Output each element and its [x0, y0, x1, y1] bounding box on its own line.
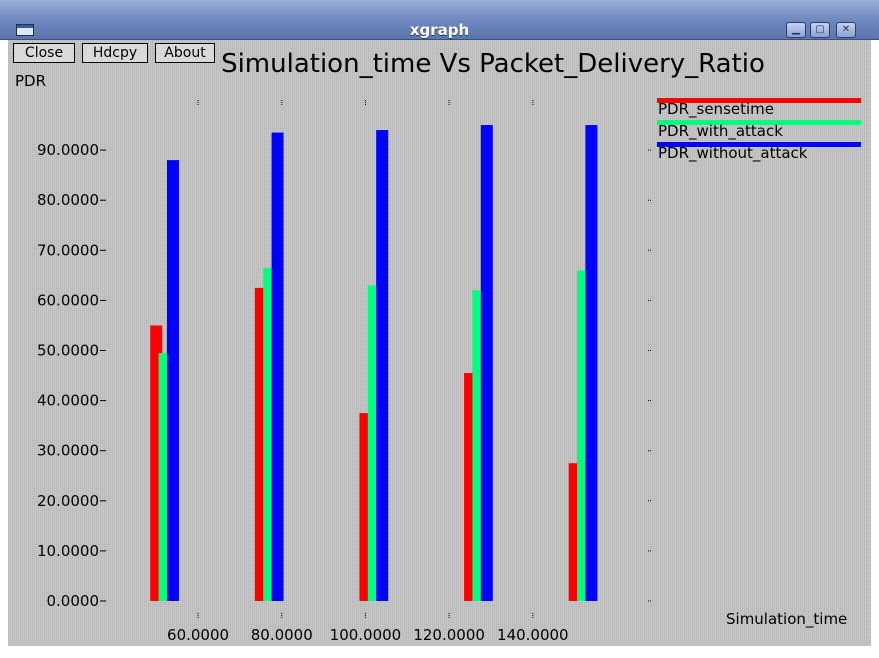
minimize-icon[interactable]: ▁ [786, 22, 806, 38]
bar-pdr-without-attack [376, 130, 389, 601]
window-titlebar[interactable]: xgraph ▁ ▢ ✕ [0, 0, 879, 40]
y-tick-label: 20.0000 [37, 492, 99, 510]
close-window-icon[interactable]: ✕ [836, 22, 856, 38]
legend-label: PDR_without_attack [658, 144, 808, 163]
hdcpy-button[interactable]: Hdcpy [82, 43, 148, 63]
y-tick-label: 60.0000 [37, 291, 99, 309]
y-tick-label: 50.0000 [37, 342, 99, 360]
y-axis-label: PDR [15, 72, 46, 90]
y-tick-label: 90.0000 [37, 141, 99, 159]
legend-label: PDR_sensetime [658, 100, 774, 119]
legend-swatch [657, 142, 861, 147]
legend-swatch [657, 120, 861, 125]
x-tick-label: 80.0000 [251, 626, 313, 644]
bar-pdr-without-attack [271, 132, 284, 601]
legend: PDR_sensetime PDR_with_attack PDR_without_… [657, 98, 861, 163]
y-axis-ticks: 0.0000 10.0000 20.0000 30.0000 40.0000 50.000… [37, 141, 652, 610]
legend-swatch [657, 98, 861, 103]
bar-pdr-without-attack [166, 160, 179, 601]
y-tick-label: 10.0000 [37, 542, 99, 560]
bar-pdr-without-attack [585, 125, 598, 602]
x-axis-ticks: 60.0000 80.0000 100.0000 120.0000 140.0000 [167, 100, 569, 644]
window-menu-icon[interactable] [16, 24, 34, 36]
close-button[interactable]: Close [13, 43, 75, 63]
y-tick-label: 30.0000 [37, 442, 99, 460]
y-tick-label: 0.0000 [47, 592, 100, 610]
x-tick-label: 100.0000 [330, 626, 402, 644]
bar-pdr-sensetime [254, 287, 267, 601]
bar-series [150, 125, 598, 602]
y-tick-label: 70.0000 [37, 241, 99, 259]
chart-title: Simulation_time Vs Packet_Delivery_Ratio [221, 49, 765, 79]
window-title: xgraph [409, 21, 470, 39]
y-tick-label: 40.0000 [37, 392, 99, 410]
x-tick-label: 60.0000 [167, 626, 229, 644]
x-tick-label: 120.0000 [413, 626, 485, 644]
about-button[interactable]: About [155, 43, 215, 63]
legend-label: PDR_with_attack [658, 122, 783, 141]
bar-pdr-without-attack [480, 125, 493, 602]
maximize-icon[interactable]: ▢ [810, 22, 830, 38]
y-tick-label: 80.0000 [37, 191, 99, 209]
x-axis-label: Simulation_time [726, 610, 847, 629]
x-tick-label: 140.0000 [497, 626, 569, 644]
